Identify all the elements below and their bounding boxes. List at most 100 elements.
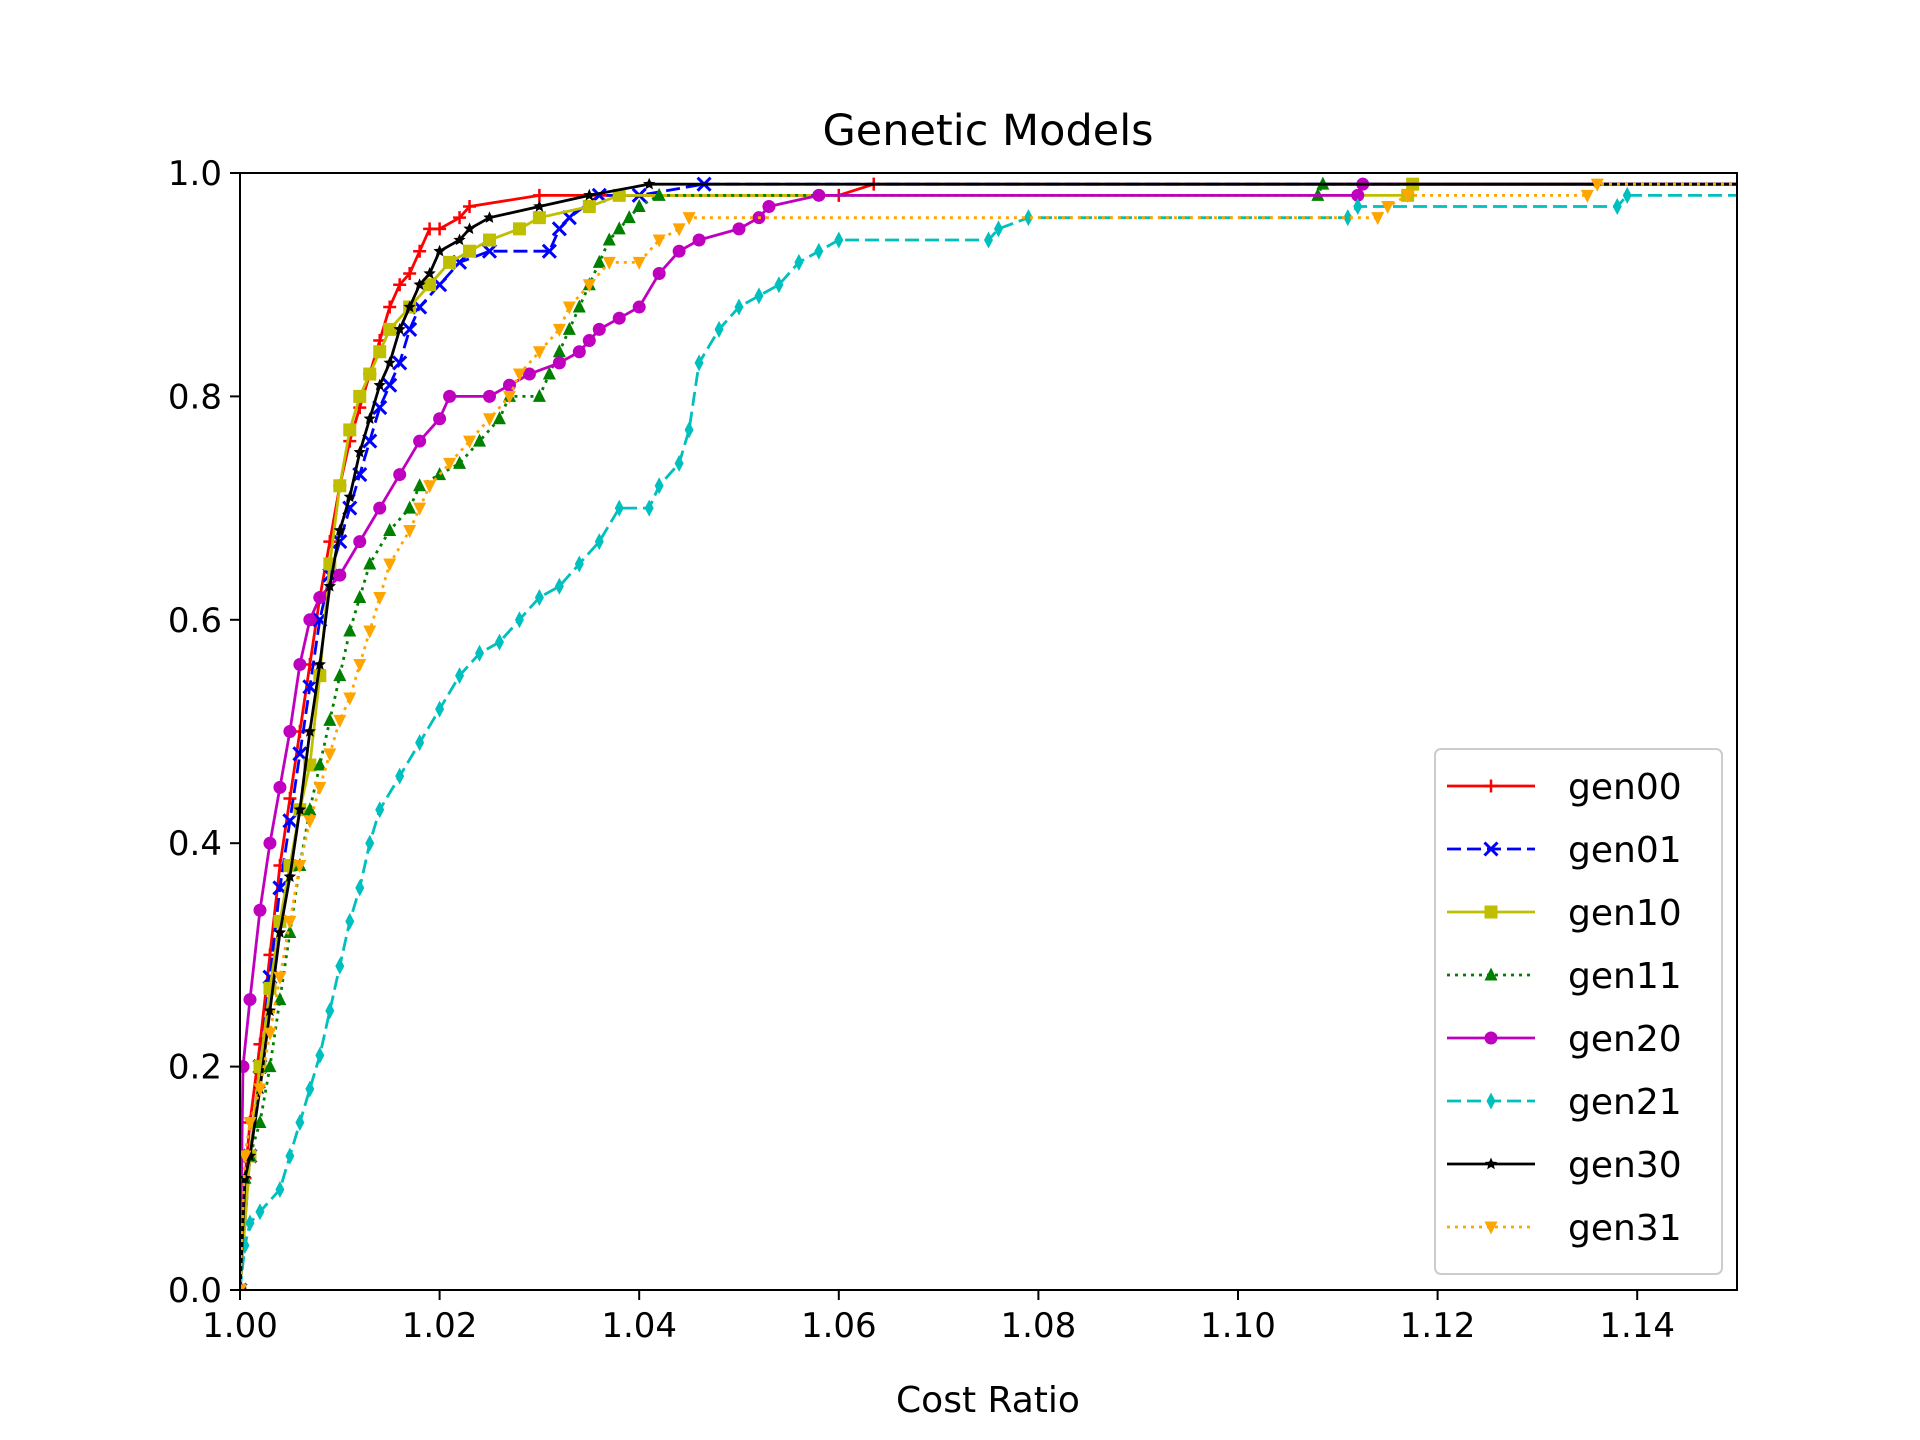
data-point-gen21 xyxy=(245,1214,255,1232)
data-point-gen11 xyxy=(353,589,367,603)
data-point-gen21 xyxy=(1612,198,1622,216)
data-point-gen20 xyxy=(572,345,586,359)
data-point-gen31 xyxy=(1401,189,1415,203)
data-point-gen31 xyxy=(512,368,526,382)
data-point-gen21 xyxy=(475,644,485,662)
data-point-gen31 xyxy=(273,971,287,985)
data-point-gen21 xyxy=(435,700,445,718)
data-point-gen31 xyxy=(463,435,477,449)
data-point-gen30 xyxy=(463,222,476,235)
data-point-gen10 xyxy=(383,322,397,336)
data-point-gen11 xyxy=(453,455,467,469)
data-point-gen30 xyxy=(323,579,336,592)
data-point-gen21 xyxy=(494,633,504,651)
data-point-gen21 xyxy=(694,354,704,372)
data-point-gen31 xyxy=(303,815,317,829)
data-point-gen20 xyxy=(632,300,646,314)
data-point-gen00 xyxy=(532,188,546,202)
legend-item-gen10: gen10 xyxy=(1447,893,1682,934)
data-point-gen11 xyxy=(313,757,327,771)
data-point-gen00 xyxy=(283,792,297,806)
data-point-gen21 xyxy=(644,499,654,517)
data-point-gen21 xyxy=(654,477,664,495)
data-point-gen21 xyxy=(255,1203,265,1221)
data-point-gen11 xyxy=(652,187,666,201)
data-point-gen31 xyxy=(562,301,576,315)
data-point-gen30 xyxy=(343,490,356,503)
data-point-gen20 xyxy=(552,356,566,370)
data-point-gen11 xyxy=(602,232,616,246)
data-point-gen31 xyxy=(672,223,686,237)
x-tick-label: 1.06 xyxy=(801,1306,877,1346)
legend-item-gen11: gen11 xyxy=(1447,956,1682,997)
data-point-gen00 xyxy=(463,200,477,214)
data-point-gen20 xyxy=(502,378,516,392)
data-point-gen31 xyxy=(240,1284,247,1290)
data-point-gen21 xyxy=(455,667,465,685)
data-point-gen21 xyxy=(984,231,993,249)
data-point-gen01 xyxy=(332,534,348,550)
data-point-gen31 xyxy=(383,558,397,572)
data-point-gen20 xyxy=(283,725,297,738)
data-point-gen21 xyxy=(285,1147,295,1165)
data-point-gen20 xyxy=(443,389,457,403)
legend-marker-gen31 xyxy=(1484,1221,1498,1235)
data-point-gen11 xyxy=(612,221,626,235)
data-point-gen01 xyxy=(591,187,607,203)
data-point-gen31 xyxy=(363,625,377,639)
data-point-gen00 xyxy=(413,244,427,258)
legend-item-gen30: gen30 xyxy=(1447,1145,1682,1186)
data-point-gen20 xyxy=(333,568,347,582)
data-point-gen30 xyxy=(483,211,496,223)
legend-marker-gen00 xyxy=(1484,779,1498,793)
data-point-gen31 xyxy=(243,1116,257,1130)
data-point-gen30 xyxy=(263,1004,277,1016)
data-point-gen10 xyxy=(582,200,596,214)
data-point-gen11 xyxy=(473,433,487,447)
data-point-gen20 xyxy=(1351,188,1365,202)
data-point-gen20 xyxy=(253,903,267,917)
y-tick-label: 0.0 xyxy=(168,1271,222,1311)
data-point-gen11 xyxy=(383,522,397,536)
data-point-gen30 xyxy=(393,322,406,335)
data-point-gen31 xyxy=(602,256,616,270)
data-point-gen11 xyxy=(323,712,337,726)
data-point-gen31 xyxy=(323,748,337,762)
data-point-gen10 xyxy=(343,423,357,437)
data-point-gen31 xyxy=(333,714,347,728)
series-line-gen10 xyxy=(240,182,1737,1290)
data-point-gen31 xyxy=(1371,212,1385,226)
data-point-gen30 xyxy=(303,725,316,737)
data-point-gen21 xyxy=(993,220,1003,238)
data-point-gen11 xyxy=(333,668,347,682)
data-point-gen20 xyxy=(732,222,746,236)
data-point-gen30 xyxy=(333,523,346,536)
legend-item-gen00: gen00 xyxy=(1447,767,1682,808)
legend-marker-gen10 xyxy=(1484,905,1498,919)
data-point-gen31 xyxy=(582,279,596,293)
data-point-gen20 xyxy=(433,412,447,426)
data-point-gen11 xyxy=(622,210,636,224)
data-point-gen21 xyxy=(355,879,365,897)
data-point-gen30 xyxy=(293,803,307,815)
data-point-gen11 xyxy=(632,199,646,213)
data-point-gen31 xyxy=(483,413,496,427)
data-point-gen31 xyxy=(373,591,387,605)
data-point-gen21 xyxy=(794,253,804,271)
data-point-gen30 xyxy=(273,926,287,938)
data-point-gen21 xyxy=(514,611,524,629)
data-point-gen11 xyxy=(562,321,576,335)
data-point-gen21 xyxy=(325,1002,335,1020)
legend-label-gen31: gen31 xyxy=(1568,1208,1682,1249)
data-point-gen11 xyxy=(263,1059,277,1073)
data-point-gen20 xyxy=(273,780,287,794)
x-tick-label: 1.00 xyxy=(202,1306,278,1346)
data-point-gen20 xyxy=(263,836,277,850)
plot-frame xyxy=(239,172,1738,1291)
data-point-gen30 xyxy=(583,188,596,201)
data-point-gen11 xyxy=(413,478,427,492)
legend-label-gen01: gen01 xyxy=(1568,830,1682,871)
data-point-gen31 xyxy=(423,480,437,494)
legend-item-gen01: gen01 xyxy=(1447,830,1682,871)
